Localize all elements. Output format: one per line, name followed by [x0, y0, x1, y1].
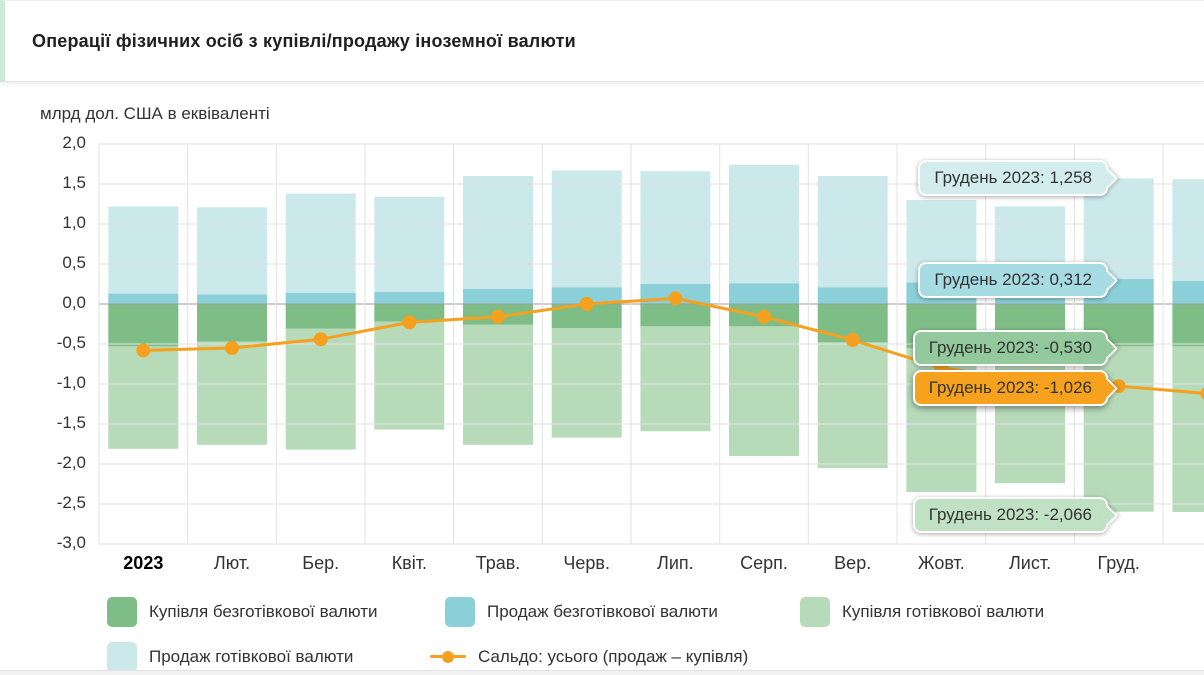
- legend-item--родаж-готівкової-валюти[interactable]: Продаж готівкової валюти: [107, 642, 353, 672]
- bar-segment-buy_noncash-2[interactable]: [285, 304, 356, 329]
- legend-swatch-icon: [107, 642, 137, 672]
- bar-segment-sell_cash-3[interactable]: [374, 196, 445, 292]
- bar-segment-sell_cash-8[interactable]: [817, 176, 888, 288]
- bar-segment-buy_cash-12[interactable]: [1172, 346, 1204, 512]
- bottom-edge-strip: [0, 670, 1204, 675]
- x-tick-label-1: Лют.: [213, 553, 251, 573]
- y-tick-label: -1,5: [56, 413, 86, 432]
- saldo-point-3[interactable]: [402, 315, 417, 330]
- x-tick-label-10: Лист.: [1008, 553, 1052, 573]
- x-tick-label-8: Вер.: [834, 553, 872, 573]
- bar-segment-buy_cash-8[interactable]: [817, 342, 888, 468]
- legend-swatch-icon: [445, 597, 475, 627]
- bar-segment-sell_cash-0[interactable]: [108, 206, 179, 294]
- chart-tooltip-2: Грудень 2023: -0,530: [912, 330, 1119, 366]
- y-tick-label: -1,0: [56, 373, 86, 392]
- y-tick-label: 0,0: [62, 293, 86, 312]
- x-tick-label-7: Серп.: [740, 553, 788, 573]
- chart-plot: [98, 143, 1204, 545]
- saldo-point-7[interactable]: [757, 309, 771, 324]
- bar-segment-buy_cash-7[interactable]: [729, 326, 799, 456]
- legend-swatch-icon: [800, 597, 830, 627]
- tooltip-text: Грудень 2023: 0,312: [934, 270, 1092, 289]
- y-tick-label: -2,5: [56, 493, 86, 512]
- x-tick-label-11: Груд.: [1097, 553, 1140, 573]
- chart-tooltip-3: Грудень 2023: -1,026: [912, 370, 1119, 406]
- bar-segment-buy_noncash-12[interactable]: [1172, 304, 1204, 347]
- x-tick-label-9: Жовт.: [917, 553, 965, 573]
- x-tick-label-5: Черв.: [563, 553, 610, 573]
- saldo-point-12[interactable]: [1200, 387, 1204, 401]
- legend-label: Сальдо: усього (продаж – купівля): [478, 647, 749, 666]
- y-tick-label: -0,5: [56, 333, 86, 352]
- bar-segment-sell_cash-6[interactable]: [640, 171, 711, 284]
- y-tick-label: 1,0: [62, 213, 86, 232]
- bar-segment-sell_cash-5[interactable]: [551, 170, 622, 288]
- legend-label: Продаж готівкової валюти: [149, 647, 354, 666]
- y-tick-label: 0,5: [62, 253, 86, 272]
- x-tick-label-3: Квіт.: [391, 553, 427, 573]
- legend-item--родаж-безготівкової-валюти[interactable]: Продаж безготівкової валюти: [445, 597, 718, 627]
- saldo-point-6[interactable]: [668, 291, 683, 306]
- legend-line-marker-icon: [430, 642, 466, 672]
- chart-tooltip-0: Грудень 2023: 1,258: [918, 160, 1119, 196]
- x-tick-label-0: 2023: [123, 553, 164, 573]
- chart-tooltip-4: Грудень 2023: -2,066: [912, 497, 1119, 533]
- legend-item--альдо-усього-продаж-купівля-[interactable]: Сальдо: усього (продаж – купівля): [430, 642, 748, 672]
- chart-tooltip-1: Грудень 2023: 0,312: [918, 262, 1119, 298]
- x-tick-label-2: Бер.: [302, 553, 340, 573]
- bar-segment-sell_noncash-8[interactable]: [817, 287, 888, 304]
- bar-segment-sell_cash-4[interactable]: [463, 176, 533, 289]
- y-axis-units-label: млрд дол. США в еквіваленті: [40, 104, 270, 123]
- bar-segment-sell_noncash-1[interactable]: [197, 294, 267, 304]
- bar-segment-buy_noncash-0[interactable]: [108, 304, 179, 347]
- legend-label: Продаж безготівкової валюти: [487, 602, 718, 621]
- legend-swatch-icon: [107, 597, 137, 627]
- tooltip-text: Грудень 2023: -0,530: [928, 338, 1092, 357]
- page-title: Операції фізичних осіб з купівлі/продажу…: [32, 30, 576, 51]
- bar-segment-buy_cash-3[interactable]: [374, 321, 445, 430]
- bar-segment-sell_noncash-3[interactable]: [374, 292, 445, 304]
- bar-segment-buy_noncash-3[interactable]: [374, 304, 445, 322]
- bar-segment-sell_cash-2[interactable]: [285, 193, 356, 293]
- y-tick-label: 2,0: [62, 133, 86, 152]
- bar-segment-buy_noncash-6[interactable]: [640, 304, 711, 327]
- bar-segment-sell_noncash-12[interactable]: [1172, 280, 1204, 304]
- y-tick-label: 1,5: [62, 173, 86, 192]
- bar-segment-buy_cash-10[interactable]: [995, 345, 1065, 484]
- bar-segment-sell_noncash-2[interactable]: [285, 292, 356, 304]
- bar-segment-sell_noncash-4[interactable]: [463, 288, 533, 304]
- bar-segment-buy_cash-2[interactable]: [285, 328, 356, 450]
- saldo-point-0[interactable]: [136, 343, 151, 358]
- bar-segment-sell_noncash-7[interactable]: [729, 283, 799, 304]
- tooltip-text: Грудень 2023: 1,258: [934, 168, 1092, 187]
- x-tick-label-6: Лип.: [657, 553, 694, 573]
- tooltip-text: Грудень 2023: -2,066: [928, 505, 1092, 524]
- saldo-point-2[interactable]: [313, 332, 328, 347]
- legend-item--упівля-безготівкової-валюти[interactable]: Купівля безготівкової валюти: [107, 597, 378, 627]
- bar-segment-buy_cash-6[interactable]: [640, 326, 711, 432]
- bar-segment-buy_cash-4[interactable]: [463, 324, 533, 445]
- x-tick-label-4: Трав.: [475, 553, 521, 573]
- bar-segment-buy_cash-5[interactable]: [551, 328, 622, 438]
- bar-segment-buy_cash-1[interactable]: [197, 341, 267, 445]
- y-tick-label: -3,0: [56, 533, 86, 552]
- bar-segment-sell_cash-1[interactable]: [197, 207, 267, 295]
- bar-segment-buy_noncash-1[interactable]: [197, 304, 267, 342]
- saldo-point-4[interactable]: [491, 309, 505, 324]
- bar-segment-buy_cash-0[interactable]: [108, 346, 179, 449]
- legend-item--упівля-готівкової-валюти[interactable]: Купівля готівкової валюти: [800, 597, 1044, 627]
- tooltip-text: Грудень 2023: -1,026: [928, 378, 1092, 397]
- title-card: Операції фізичних осіб з купівлі/продажу…: [0, 0, 1204, 82]
- y-tick-label: -2,0: [56, 453, 86, 472]
- bar-segment-sell_cash-12[interactable]: [1172, 179, 1204, 281]
- saldo-point-8[interactable]: [845, 333, 860, 347]
- bar-segment-sell_noncash-5[interactable]: [551, 287, 622, 304]
- bar-segment-sell_noncash-0[interactable]: [108, 293, 179, 304]
- legend-dot-icon: [442, 651, 454, 663]
- saldo-point-1[interactable]: [225, 341, 239, 355]
- saldo-point-5[interactable]: [579, 297, 594, 311]
- legend-label: Купівля готівкової валюти: [842, 602, 1045, 621]
- legend-label: Купівля безготівкової валюти: [149, 602, 378, 621]
